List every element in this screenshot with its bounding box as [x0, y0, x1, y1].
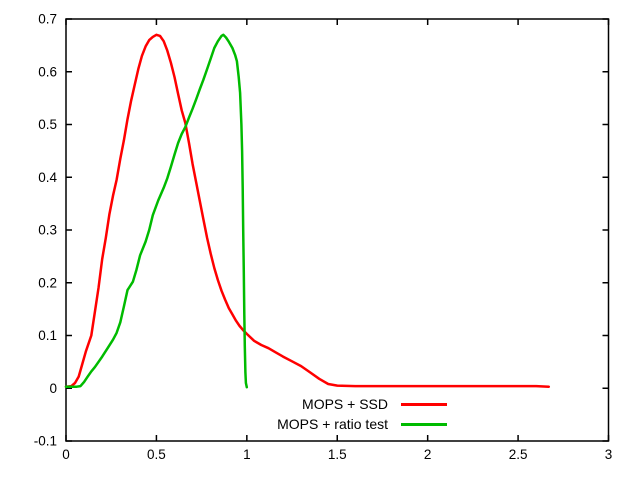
x-tick-label: 0.5 [147, 447, 166, 462]
legend-line-sample-green [401, 422, 447, 426]
y-tick-label: 0.4 [38, 170, 57, 185]
legend-item-mops-ratio-test: MOPS + ratio test [277, 414, 447, 434]
y-tick-label: 0.3 [38, 223, 57, 238]
series-line-mops-ratio-test [64, 33, 249, 389]
y-tick-label: 0.6 [38, 64, 57, 79]
x-tick-label: 0 [62, 447, 70, 462]
x-tick-label: 2.5 [509, 447, 528, 462]
legend-line-sample-red [401, 402, 447, 406]
legend: MOPS + SSD MOPS + ratio test [277, 394, 447, 434]
y-tick-label: 0.5 [38, 117, 57, 132]
legend-label-mops-ratio-test: MOPS + ratio test [277, 416, 388, 432]
series-line-mops-ssd [64, 33, 551, 388]
plot-border [65, 18, 610, 442]
x-tick-label: 3 [605, 447, 613, 462]
y-tick-label: 0.1 [38, 328, 57, 343]
y-tick-label: 0 [49, 381, 57, 396]
y-tick-label: -0.1 [34, 434, 57, 449]
x-tick-label: 2 [424, 447, 432, 462]
y-tick-label: 0.7 [38, 12, 57, 27]
y-tick-label: 0.2 [38, 275, 57, 290]
x-tick-label: 1.5 [328, 447, 347, 462]
legend-label-mops-ssd: MOPS + SSD [302, 396, 388, 412]
legend-item-mops-ssd: MOPS + SSD [277, 394, 447, 414]
x-tick-label: 1 [243, 447, 251, 462]
